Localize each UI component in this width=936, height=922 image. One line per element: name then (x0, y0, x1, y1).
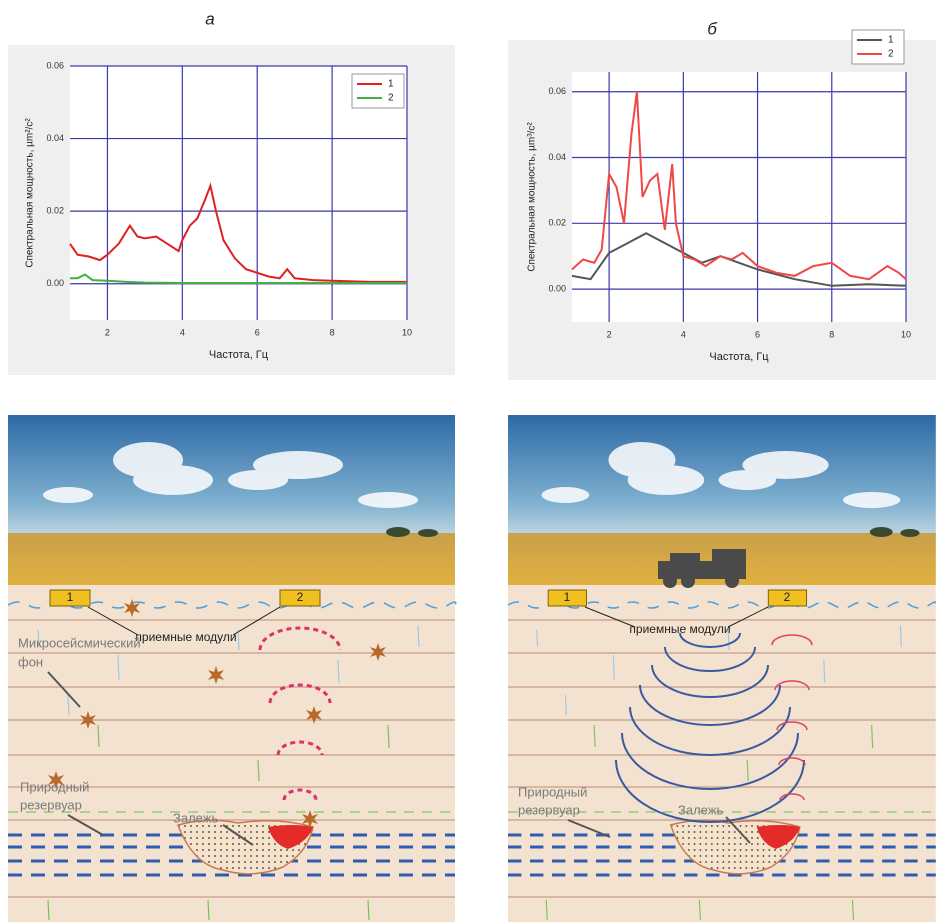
background-label: фон (18, 654, 43, 669)
chart: 0.00 0.02 0.04 0.06 2 4 6 8 10 б Частота, Гц Спектр… (508, 19, 936, 380)
y-axis-label: Спектральная мощность, µm²/c² (25, 118, 36, 268)
x-tick-label: 6 (755, 329, 760, 339)
y-tick-label: 0.06 (46, 60, 64, 70)
y-axis-label: Спектральная мощность, µm³/c² (527, 122, 538, 272)
chart: 0.00 0.02 0.04 0.06 2 4 6 8 10 а Частота, Гц Спектр… (8, 9, 455, 375)
plot-area (572, 72, 906, 322)
panel-title: а (205, 9, 214, 28)
diagram-a: 1 2 приемные модули Микросейсмический фо… (6, 413, 458, 922)
x-tick-label: 10 (402, 327, 412, 337)
x-tick-label: 6 (255, 327, 260, 337)
series-line (571, 91, 907, 281)
y-tick-label: 0.04 (46, 133, 64, 143)
y-tick-label: 0.00 (46, 278, 64, 288)
legend-label: 1 (888, 35, 894, 46)
series-line (571, 232, 907, 287)
legend-label: 2 (888, 49, 894, 60)
legend-label: 2 (388, 93, 394, 104)
legend-label: 1 (388, 79, 394, 90)
y-tick-label: 0.04 (548, 152, 566, 162)
module-label: 1 (564, 590, 571, 604)
x-axis-label: Частота, Гц (709, 351, 769, 363)
series-line (70, 273, 407, 284)
y-tick-label: 0.00 (548, 283, 566, 293)
reservoir-label: Природный (20, 779, 89, 794)
x-tick-label: 4 (180, 327, 185, 337)
legend-box (851, 29, 905, 65)
x-tick-label: 2 (607, 329, 612, 339)
reservoir-label: резервуар (518, 802, 580, 817)
reservoir-label: Природный (518, 784, 587, 799)
x-tick-label: 8 (330, 327, 335, 337)
background-label: Микросейсмический (18, 635, 141, 650)
reservoir-label: резервуар (20, 797, 82, 812)
y-tick-label: 0.02 (548, 218, 566, 228)
modules-label: приемные модули (135, 630, 236, 644)
x-tick-label: 2 (105, 327, 110, 337)
x-tick-label: 8 (829, 329, 834, 339)
module-label: 2 (297, 590, 304, 604)
modules-label: приемные модули (629, 622, 730, 636)
y-tick-label: 0.06 (548, 86, 566, 96)
x-axis-label: Частота, Гц (209, 349, 269, 361)
deposit-label: Залежь (678, 802, 723, 817)
deposit-label: Залежь (173, 810, 218, 825)
module-label: 1 (67, 590, 74, 604)
y-tick-label: 0.02 (46, 206, 64, 216)
module-label: 2 (784, 590, 791, 604)
x-tick-label: 10 (901, 329, 911, 339)
panel-title: б (707, 19, 718, 38)
series-line (69, 182, 407, 283)
plot-area (70, 66, 407, 320)
x-tick-label: 4 (681, 329, 686, 339)
diagram-b: 1 2 приемные модули Природный резервуар … (500, 413, 936, 922)
legend-box (351, 73, 405, 109)
